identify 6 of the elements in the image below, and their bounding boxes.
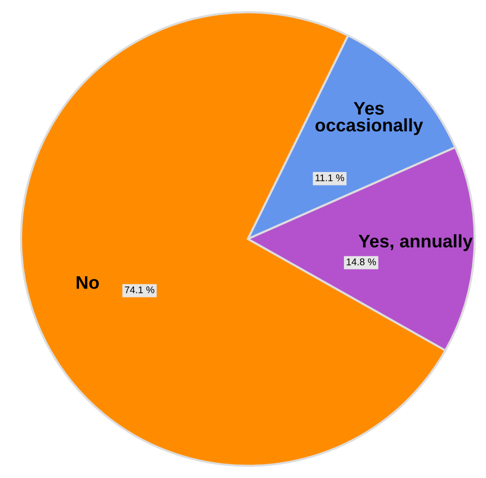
data-label: 14.8 %: [346, 258, 376, 266]
legend-label: No: [76, 276, 99, 289]
slice-label: Yes occasionally: [315, 102, 424, 136]
data-label: 11.1 %: [316, 174, 344, 182]
slice-label: Yes, annually: [358, 234, 473, 252]
data-label: 74.1 %: [124, 286, 154, 294]
